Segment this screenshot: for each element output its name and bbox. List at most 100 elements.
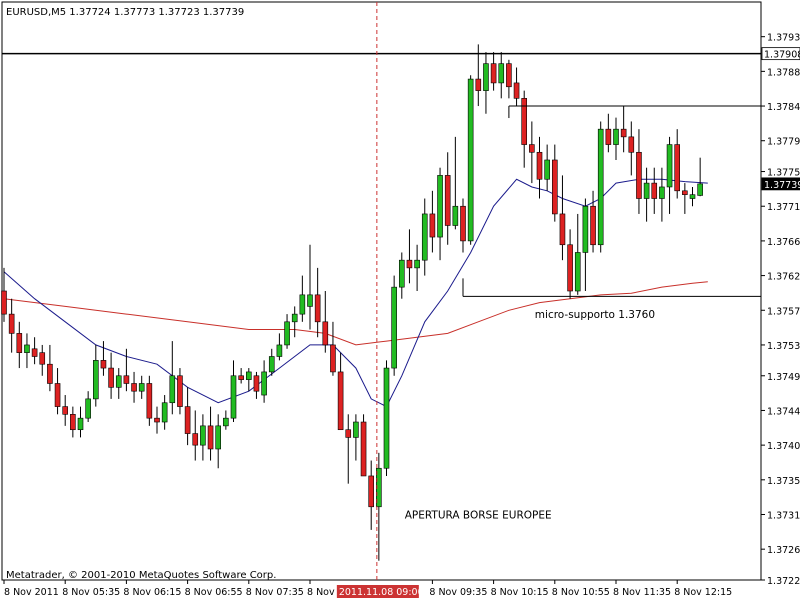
candle-body: [31, 348, 38, 357]
candle-body: [39, 352, 46, 365]
resistance-price-tag-bg: [761, 47, 800, 61]
candle: [605, 113, 612, 153]
current-price-tag: 1.37739: [761, 177, 800, 191]
candle-body: [659, 186, 665, 199]
candle: [230, 360, 237, 423]
candle: [360, 414, 367, 477]
candle-body: [8, 313, 15, 334]
x-tick-label: 8 Nov 0: [307, 587, 344, 598]
y-tick-label: 1.37530: [767, 341, 800, 352]
candle-body: [345, 429, 352, 438]
y-tick-label: 1.37445: [767, 406, 800, 417]
candle-body: [605, 128, 612, 145]
y-tick-label: 1.37355: [767, 476, 800, 487]
candle-body: [460, 205, 466, 242]
x-tick-label: 8 Nov 06:15: [123, 587, 181, 598]
resistance-price-tag-label: 1.37908: [764, 50, 800, 61]
candle: [284, 314, 290, 349]
candle: [108, 352, 114, 399]
candle: [444, 152, 451, 245]
x-tick-label: 8 Nov 2011: [4, 587, 59, 598]
x-axis: 8 Nov 2011 8 Nov 05:35 8 Nov 06:15 8 Nov 06…: [3, 580, 732, 598]
x-highlight-tag: 2011.11.08 09:00: [336, 585, 424, 598]
candle-body: [628, 136, 635, 153]
ma-slow-line: [3, 281, 708, 346]
candle-body: [697, 183, 703, 196]
y-tick-label: 1.37755: [767, 168, 800, 179]
candle-body: [16, 333, 23, 353]
candle-body: [544, 159, 550, 180]
candle-body: [521, 98, 528, 145]
candle-body: [1, 290, 7, 315]
candle-body: [337, 371, 344, 431]
candle: [529, 121, 535, 184]
x-tick-label: 8 Nov 10:55: [552, 587, 610, 598]
candle: [307, 244, 313, 330]
candle: [475, 44, 482, 107]
candle-body: [597, 128, 604, 246]
candle-body: [536, 151, 543, 180]
y-tick-label: 1.37490: [767, 372, 800, 383]
candle-body: [161, 402, 168, 423]
candle-body: [353, 421, 359, 438]
candle-body: [643, 182, 650, 199]
candle-body: [47, 363, 53, 384]
candle: [498, 52, 505, 99]
candle: [200, 414, 206, 461]
candle-body: [391, 286, 397, 369]
candle-body: [85, 398, 91, 419]
candle: [299, 275, 306, 322]
candle-body: [421, 213, 428, 261]
candle-body: [207, 425, 214, 450]
candle: [368, 460, 375, 530]
annotation-text: APERTURA BORSE EUROPEE: [405, 509, 552, 521]
y-tick-label: 1.37665: [767, 237, 800, 248]
y-tick-label: 1.37575: [767, 306, 800, 317]
x-highlight-label: 2011.11.08 09:00: [339, 587, 424, 598]
candle-body: [93, 360, 99, 400]
chart-title: EURUSD,M5 1.37724 1.37773 1.37723 1.3773…: [6, 7, 244, 18]
x-highlight-bg: [336, 585, 419, 598]
candle-body: [146, 383, 153, 419]
candle: [628, 121, 635, 176]
candle: [261, 360, 267, 403]
y-tick-label: 1.37265: [767, 545, 800, 556]
candle-body: [138, 383, 145, 392]
candle: [138, 375, 145, 399]
candle: [85, 391, 91, 423]
candle: [467, 75, 474, 245]
candle: [582, 198, 589, 291]
candle: [177, 368, 183, 415]
candle: [460, 198, 466, 253]
candle: [192, 410, 199, 461]
candle-body: [551, 159, 558, 215]
candle-body: [475, 78, 482, 91]
candle-body: [613, 128, 619, 145]
candle-body: [108, 367, 114, 388]
candle: [536, 136, 543, 199]
candle-body: [131, 383, 137, 392]
candle: [70, 406, 76, 438]
y-axis: 1.379301.378851.378401.377951.377551.377…: [761, 33, 800, 587]
candle: [391, 275, 397, 376]
candle-body: [620, 128, 627, 138]
candle: [77, 406, 84, 438]
candle: [674, 129, 681, 199]
candle: [268, 348, 275, 376]
candle-body: [582, 205, 589, 253]
candle: [383, 360, 390, 476]
candle: [659, 167, 665, 222]
x-tick-label: 8 Nov 05:35: [62, 587, 120, 598]
candle: [253, 371, 260, 399]
candle: [184, 387, 191, 446]
candle-body: [200, 425, 206, 446]
candle: [544, 144, 550, 191]
candle-body: [123, 375, 130, 384]
candle-body: [314, 294, 321, 323]
candle: [39, 344, 46, 376]
candle: [559, 175, 566, 261]
candle-body: [246, 371, 252, 380]
candle: [398, 252, 405, 299]
